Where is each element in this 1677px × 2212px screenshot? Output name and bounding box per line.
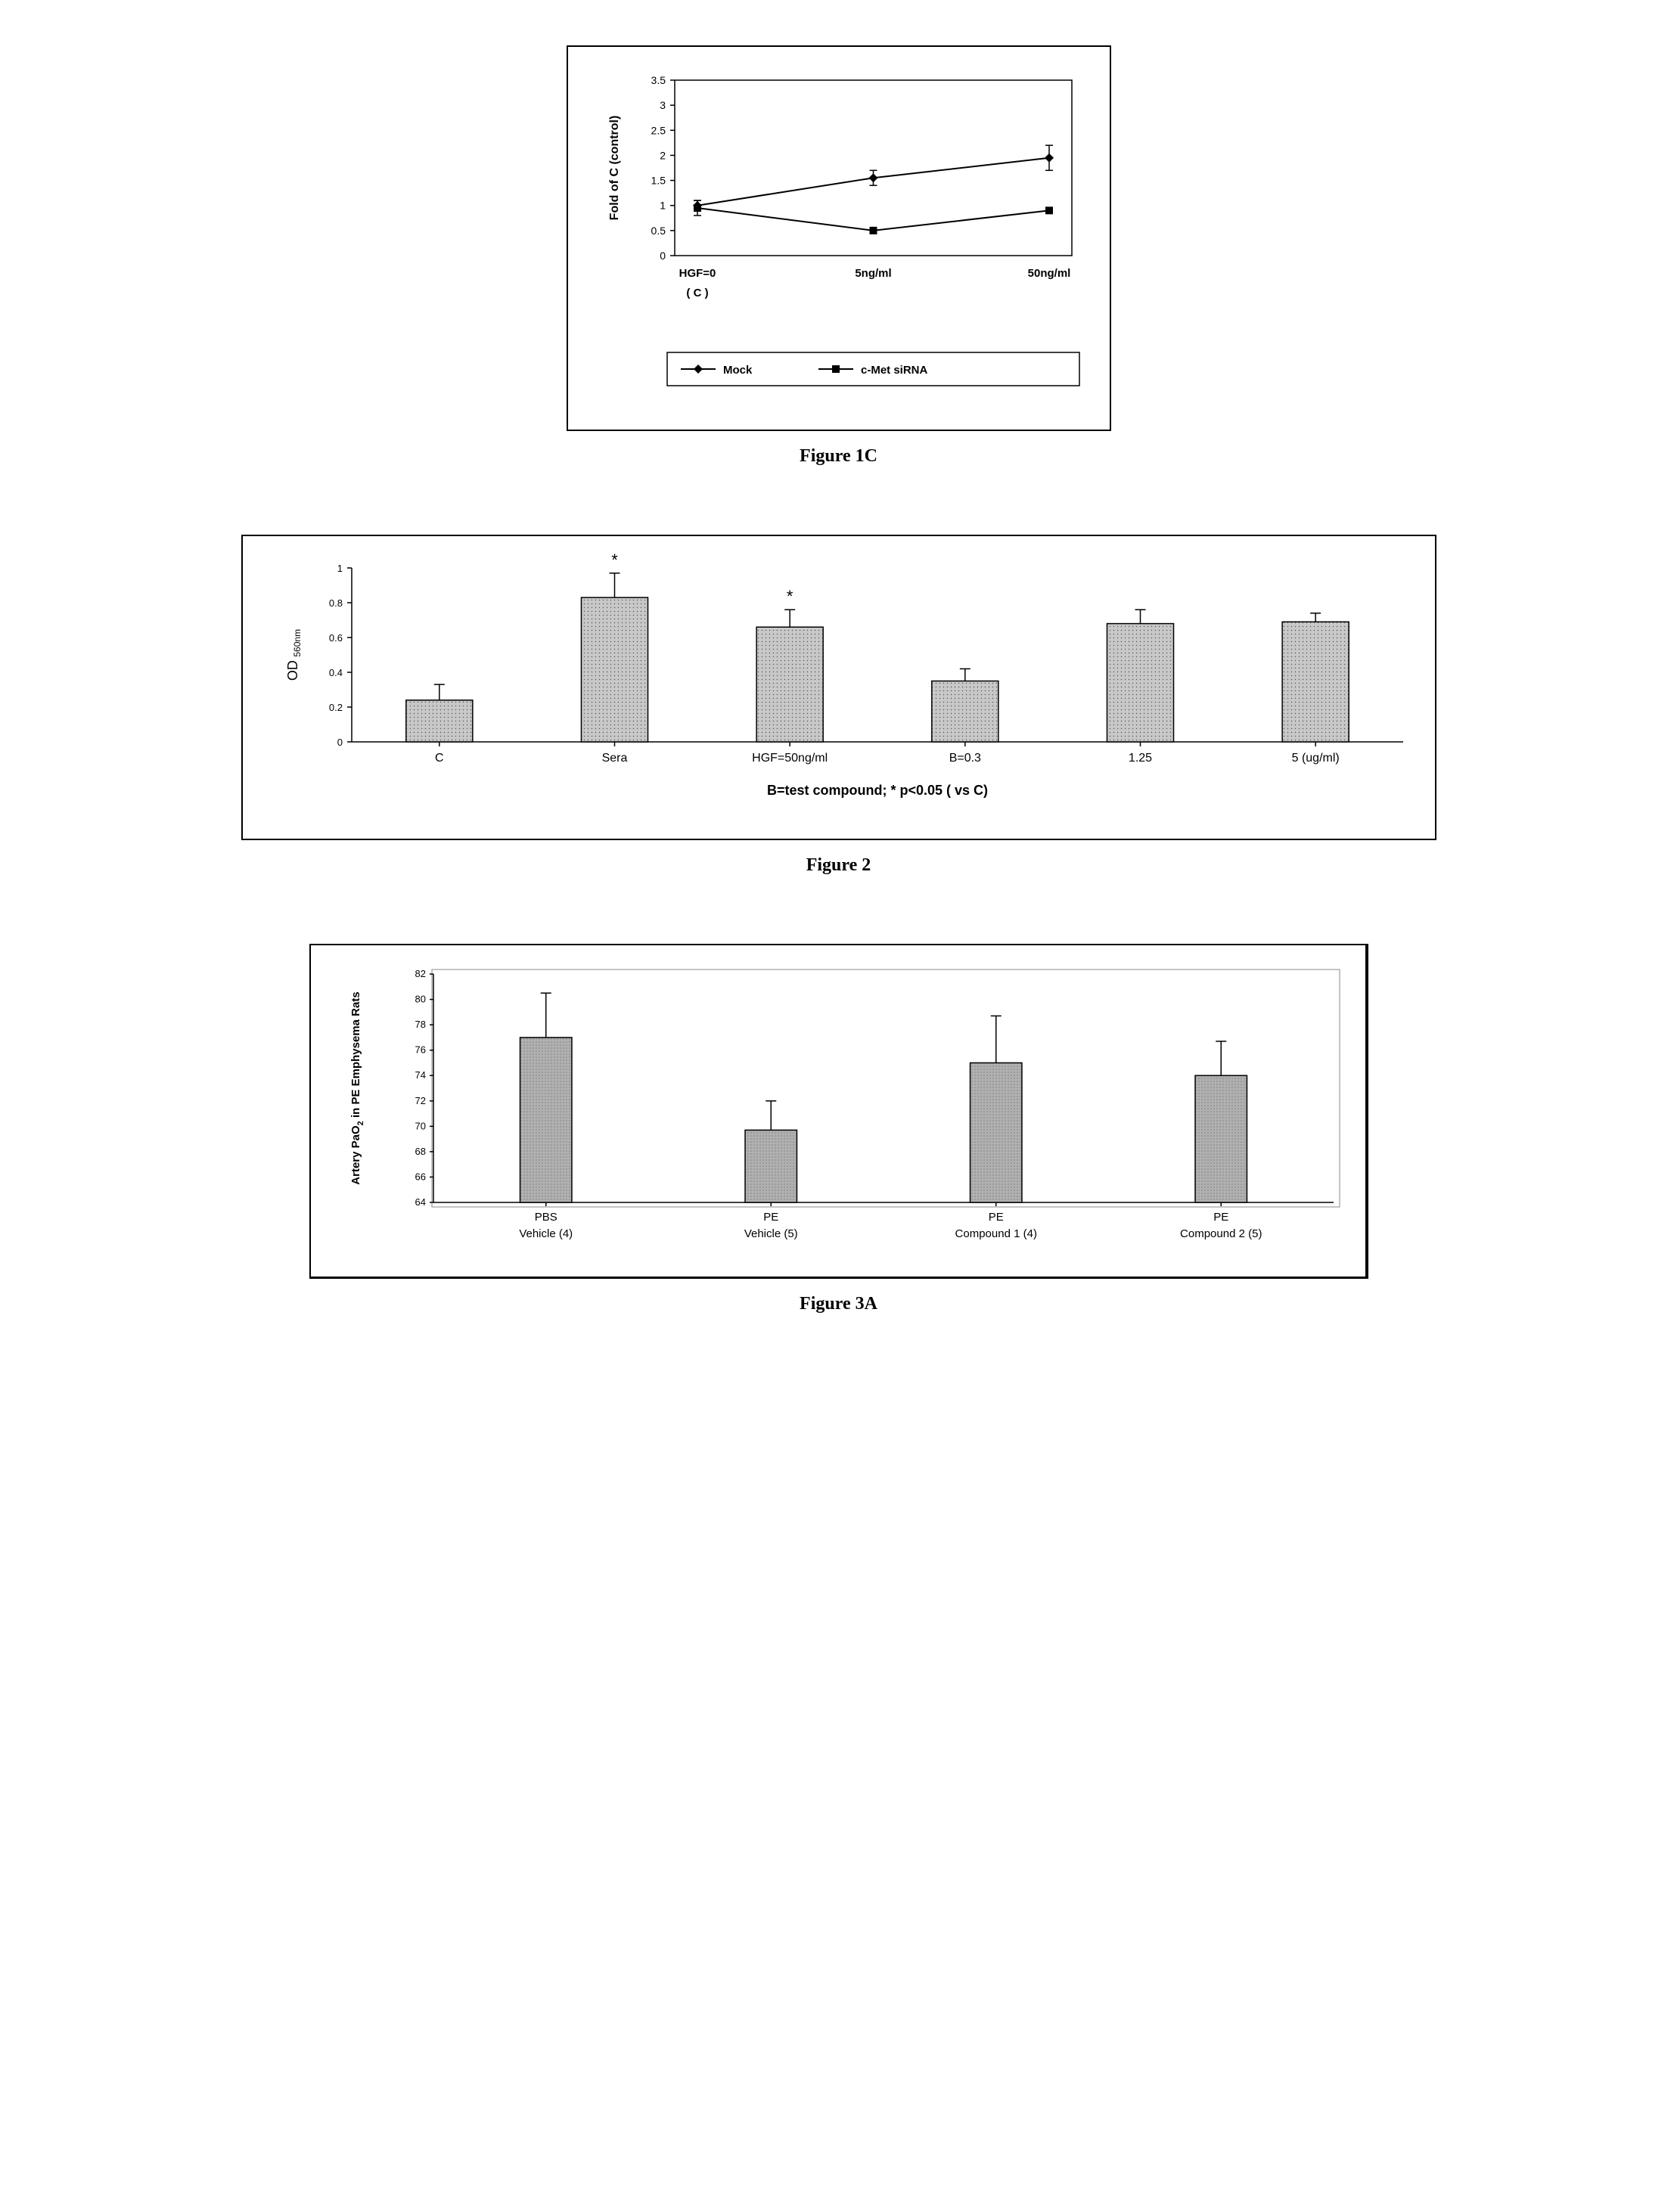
svg-text:76: 76 — [415, 1044, 425, 1056]
svg-text:70: 70 — [415, 1120, 425, 1131]
svg-text:78: 78 — [415, 1019, 425, 1030]
svg-text:0.2: 0.2 — [328, 702, 342, 713]
svg-text:HGF=50ng/ml: HGF=50ng/ml — [752, 752, 828, 765]
svg-text:PE: PE — [1213, 1211, 1228, 1224]
svg-text:68: 68 — [415, 1146, 425, 1157]
svg-text:PBS: PBS — [534, 1211, 557, 1224]
svg-text:1.5: 1.5 — [651, 175, 666, 187]
svg-text:0.8: 0.8 — [328, 597, 342, 609]
figure-2-panel: 0 0.2 0.4 0.6 0.8 1 OD 560nm C * Sera * HGF=50ng/ml… — [241, 535, 1436, 840]
svg-text:2: 2 — [660, 149, 666, 161]
svg-text:*: * — [611, 553, 618, 569]
svg-text:80: 80 — [415, 994, 425, 1005]
figure-3a-svg: 64 66 68 70 72 74 76 78 80 82 Artery PaO2 in PE Em… — [320, 953, 1356, 1270]
svg-text:Compound 1 (4): Compound 1 (4) — [955, 1227, 1036, 1240]
svg-text:C: C — [435, 752, 444, 765]
svg-text:0.5: 0.5 — [651, 225, 666, 237]
svg-text:Artery PaO2 in PE Emphysema Ra: Artery PaO2 in PE Emphysema Rats — [349, 991, 365, 1184]
svg-text:2.5: 2.5 — [651, 124, 666, 136]
svg-text:Compound 2 (5): Compound 2 (5) — [1180, 1227, 1262, 1240]
figure-2-block: 0 0.2 0.4 0.6 0.8 1 OD 560nm C * Sera * HGF=50ng/ml… — [76, 535, 1601, 876]
svg-text:Sera: Sera — [601, 752, 627, 765]
svg-text:72: 72 — [415, 1095, 425, 1106]
figure-1c-caption: Figure 1C — [76, 446, 1601, 467]
svg-text:50ng/ml: 50ng/ml — [1027, 267, 1070, 280]
svg-text:B=test compound; * p<0.05 ( v: B=test compound; * p<0.05 ( vs C) — [766, 783, 987, 798]
svg-text:PE: PE — [988, 1211, 1003, 1224]
svg-text:*: * — [786, 587, 793, 606]
svg-text:3.5: 3.5 — [651, 74, 666, 86]
svg-text:5 (ug/ml): 5 (ug/ml) — [1291, 752, 1339, 765]
svg-text:1.25: 1.25 — [1128, 752, 1151, 765]
svg-text:1: 1 — [660, 200, 666, 212]
svg-text:B=0.3: B=0.3 — [949, 752, 980, 765]
figure-3a-block: 64 66 68 70 72 74 76 78 80 82 Artery PaO2 in PE Em… — [76, 944, 1601, 1314]
svg-text:3: 3 — [660, 99, 666, 111]
figure-1c-svg: 0 0.5 1 1.5 2 2.5 3 3.5 Fold of C (control) HGF=0… — [588, 67, 1087, 414]
svg-text:64: 64 — [415, 1196, 425, 1208]
svg-text:74: 74 — [415, 1069, 425, 1081]
svg-text:1: 1 — [337, 563, 342, 574]
svg-text:OD 560nm: OD 560nm — [285, 629, 303, 681]
svg-text:Vehicle (5): Vehicle (5) — [744, 1227, 797, 1240]
svg-text:5ng/ml: 5ng/ml — [855, 267, 891, 280]
figure-1c-panel: 0 0.5 1 1.5 2 2.5 3 3.5 Fold of C (control) HGF=0… — [567, 45, 1111, 431]
svg-text:0: 0 — [337, 737, 342, 748]
svg-text:( C ): ( C ) — [686, 287, 708, 299]
svg-text:PE: PE — [763, 1211, 778, 1224]
svg-text:c-Met siRNA: c-Met siRNA — [861, 364, 928, 377]
svg-text:Mock: Mock — [723, 364, 753, 377]
figure-3a-caption: Figure 3A — [76, 1294, 1601, 1314]
figure-2-caption: Figure 2 — [76, 855, 1601, 876]
figure-3a-panel: 64 66 68 70 72 74 76 78 80 82 Artery PaO2 in PE Em… — [309, 944, 1368, 1279]
svg-text:0.6: 0.6 — [328, 632, 342, 644]
svg-text:66: 66 — [415, 1171, 425, 1182]
figure-1c-block: 0 0.5 1 1.5 2 2.5 3 3.5 Fold of C (control) HGF=0… — [76, 45, 1601, 467]
svg-text:82: 82 — [415, 968, 425, 979]
svg-text:0.4: 0.4 — [328, 667, 342, 678]
svg-text:HGF=0: HGF=0 — [679, 267, 716, 280]
svg-text:Vehicle (4): Vehicle (4) — [519, 1227, 573, 1240]
svg-text:0: 0 — [660, 250, 666, 262]
figure-2-svg: 0 0.2 0.4 0.6 0.8 1 OD 560nm C * Sera * HGF=50ng/ml… — [261, 553, 1418, 825]
svg-text:Fold of C (control): Fold of C (control) — [608, 116, 621, 221]
